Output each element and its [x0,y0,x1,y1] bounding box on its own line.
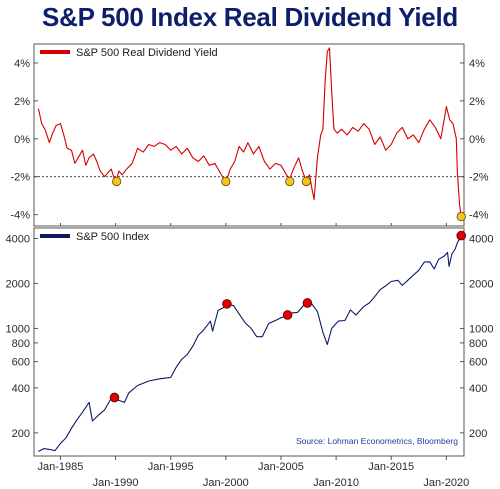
index-tick-label-left: 800 [12,338,30,350]
index-tick-label-left: 1000 [6,323,30,335]
index-highlight-point [456,230,467,241]
index-legend-label: S&P 500 Index [76,231,150,243]
index-tick-label-left: 400 [12,383,30,395]
yield-tick-label-left: -2% [10,172,30,184]
yield-highlight-point [456,211,466,222]
index-panel-frame [33,227,465,457]
index-series-line [38,235,462,452]
yield-tick-label-left: -4% [10,210,30,222]
page-title: S&P 500 Index Real Dividend Yield [42,2,458,32]
yield-tick-label-right: 0% [469,134,485,146]
yield-tick-label-left: 4% [14,58,30,70]
index-tick-label-right: 600 [469,357,487,369]
yield-panel-frame [33,43,465,227]
index-tick-label-right: 1000 [469,323,493,335]
yield-tick-label-right: 4% [469,58,485,70]
yield-tick-label-left: 0% [14,134,30,146]
index-highlight-point [109,392,120,403]
x-tick-label: Jan-1990 [93,477,139,489]
index-tick-label-right: 4000 [469,233,493,245]
yield-highlight-point [112,176,122,187]
yield-highlight-point [221,176,231,187]
yield-tick-label-left: 2% [14,96,30,108]
index-tick-label-right: 2000 [469,278,493,290]
index-highlight-point [282,310,293,320]
index-tick-label-right: 400 [469,383,487,395]
index-tick-label-left: 600 [12,357,30,369]
x-tick-label: Jan-1995 [148,461,194,473]
yield-tick-label-right: -4% [469,210,489,222]
yield-tick-label-right: -2% [469,172,489,184]
x-tick-label: Jan-1985 [38,461,84,473]
yield-series-line [37,47,462,217]
x-tick-label: Jan-2005 [258,461,304,473]
yield-legend-label: S&P 500 Real Dividend Yield [76,47,218,59]
yield-highlight-point [285,176,295,187]
yield-tick-label-right: 2% [469,96,485,108]
x-tick-label: Jan-2000 [203,477,249,489]
yield-highlight-point [301,176,311,187]
x-tick-label: Jan-2020 [423,477,469,489]
index-highlight-point [222,299,232,309]
index-legend-swatch [40,234,70,238]
x-tick-label: Jan-2015 [368,461,414,473]
source-note: Source: Lohman Econometrics, Bloomberg [296,436,458,446]
yield-legend-swatch [40,50,70,54]
index-tick-label-right: 200 [469,428,487,440]
index-tick-label-left: 200 [12,428,30,440]
index-highlight-point [302,298,313,308]
index-tick-label-left: 4000 [6,233,30,245]
x-tick-label: Jan-2010 [313,477,359,489]
index-tick-label-right: 800 [469,338,487,350]
index-tick-label-left: 2000 [6,278,30,290]
